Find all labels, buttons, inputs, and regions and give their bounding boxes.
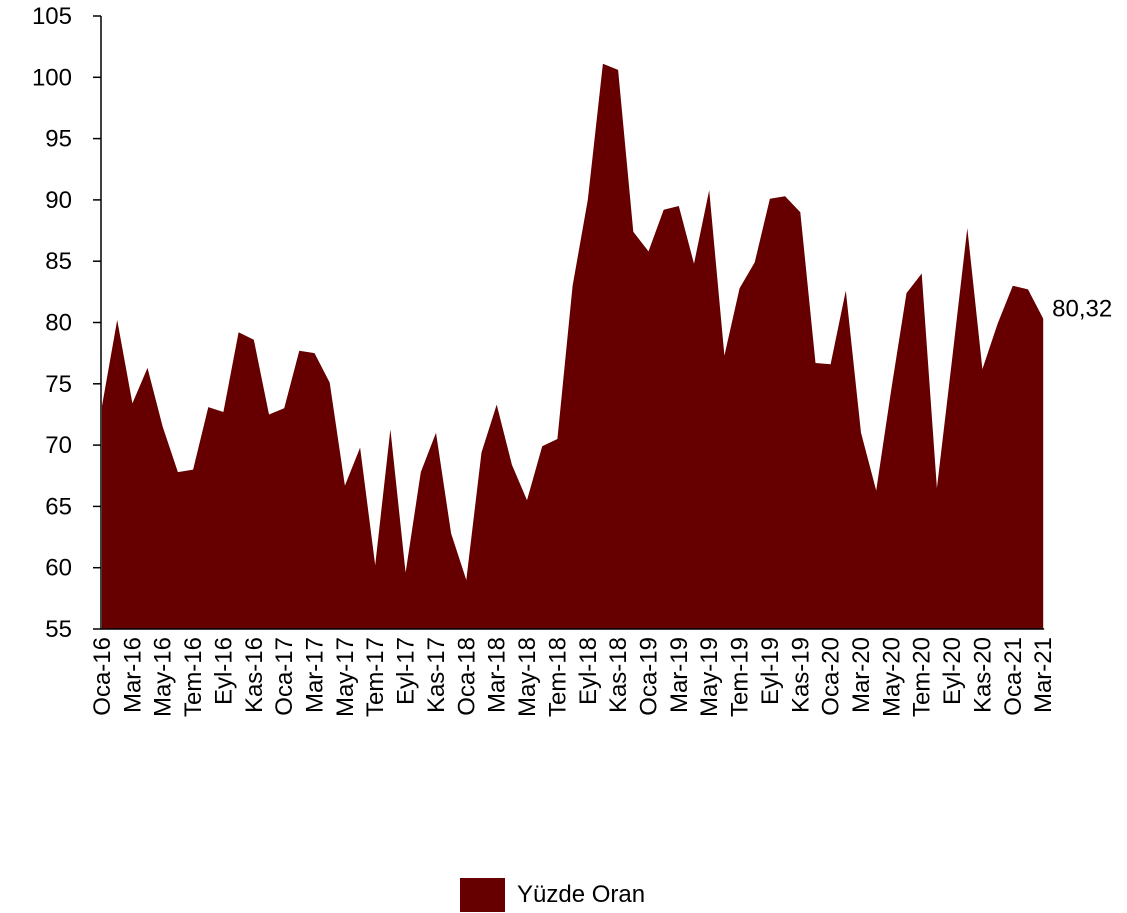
x-tick-label: Mar-18 (484, 637, 511, 713)
x-tick-label: Eyl-17 (393, 637, 420, 705)
y-tick-label: 105 (32, 3, 72, 30)
x-tick-label: Eyl-16 (210, 637, 237, 705)
y-tick-label: 65 (45, 493, 72, 520)
x-tick-label: Kas-20 (969, 637, 996, 713)
x-tick-label: Kas-19 (787, 637, 814, 713)
x-tick-label: May-19 (696, 637, 723, 717)
x-tick-label: Tem-18 (544, 637, 571, 717)
x-tick-label: Mar-19 (666, 637, 693, 713)
x-tick-label: Tem-17 (362, 637, 389, 717)
x-tick-label: Mar-17 (302, 637, 329, 713)
x-tick-label: Eyl-18 (575, 637, 602, 705)
y-tick-label: 95 (45, 126, 72, 153)
x-tick-label: Kas-17 (423, 637, 450, 713)
x-tick-label: Oca-18 (453, 637, 480, 716)
x-tick-label: May-20 (878, 637, 905, 717)
x-tick-label: May-16 (150, 637, 177, 717)
x-tick-label: May-18 (514, 637, 541, 717)
x-tick-label: Tem-16 (180, 637, 207, 717)
x-tick-label: Mar-16 (119, 637, 146, 713)
y-tick-label: 85 (45, 248, 72, 275)
series-area-yuzde-oran (102, 63, 1044, 630)
x-tick-label: Oca-21 (1000, 637, 1027, 716)
x-tick-label: Mar-21 (1030, 637, 1057, 713)
y-tick-label: 70 (45, 432, 72, 459)
legend-swatch (460, 878, 505, 912)
x-tick-label: Tem-20 (909, 637, 936, 717)
y-tick-label: 80 (45, 310, 72, 337)
x-tick-label: Oca-20 (818, 637, 845, 716)
x-tick-label: Eyl-20 (939, 637, 966, 705)
x-tick-label: Mar-20 (848, 637, 875, 713)
x-tick-label: Tem-19 (727, 637, 754, 717)
x-tick-label: Oca-19 (636, 637, 663, 716)
x-tick-label: Eyl-19 (757, 637, 784, 705)
x-tick-label: Oca-16 (89, 637, 116, 716)
legend-label: Yüzde Oran (517, 881, 646, 908)
y-axis-ticks: 55 60 65 70 75 80 85 90 95 100 105 (32, 3, 101, 643)
y-tick-label: 100 (32, 64, 72, 91)
x-tick-label: May-17 (332, 637, 359, 717)
y-tick-label: 55 (45, 616, 72, 643)
y-tick-label: 75 (45, 371, 72, 398)
legend: Yüzde Oran (460, 877, 645, 913)
y-tick-label: 90 (45, 187, 72, 214)
x-tick-label: Kas-16 (241, 637, 268, 713)
x-axis-ticks: Oca-16 Mar-16 May-16 Tem-16 Eyl-16 Kas-16 Oca-… (89, 637, 1057, 717)
x-tick-label: Kas-18 (605, 637, 632, 713)
x-tick-label: Oca-17 (271, 637, 298, 716)
last-value-label: 80,32 (1052, 296, 1112, 323)
y-tick-label: 60 (45, 555, 72, 582)
